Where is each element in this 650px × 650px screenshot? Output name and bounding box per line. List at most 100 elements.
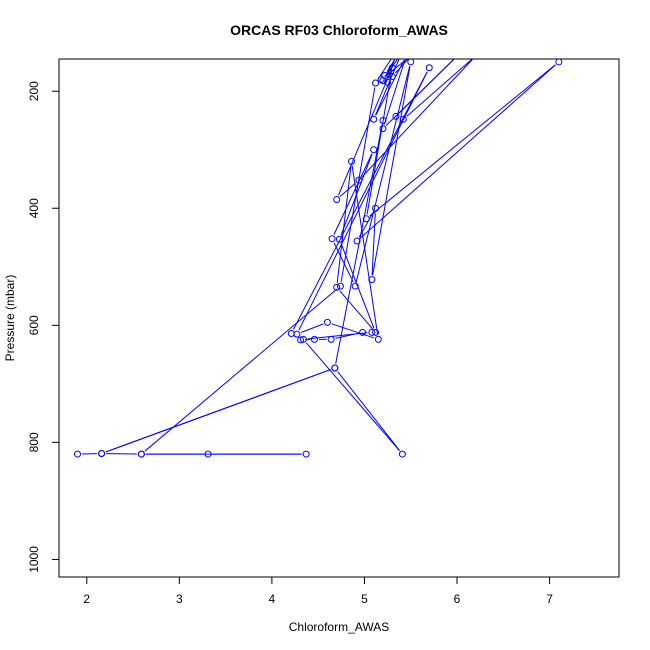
data-point <box>323 318 331 326</box>
series-segment <box>394 59 409 74</box>
series-segment <box>384 59 396 77</box>
data-point <box>370 115 378 123</box>
series-segment <box>336 165 352 283</box>
data-point <box>310 335 318 343</box>
y-tick-label: 1000 <box>27 546 41 573</box>
data-point <box>404 59 409 60</box>
x-axis-label: Chloroform_AWAS <box>289 620 389 634</box>
data-point <box>287 330 295 338</box>
data-point <box>372 328 380 336</box>
data-point <box>370 146 378 154</box>
y-tick-label: 400 <box>27 198 41 218</box>
series-segment <box>361 59 473 178</box>
x-tick-label: 2 <box>83 592 90 606</box>
data-point <box>384 78 392 86</box>
data-point <box>398 450 406 458</box>
data-point <box>398 50 404 56</box>
data-point <box>408 59 413 60</box>
series-segment <box>292 71 428 330</box>
series-segment <box>383 60 406 125</box>
series-segment <box>366 72 392 215</box>
data-point <box>379 116 387 124</box>
data-point <box>333 283 341 291</box>
chart-title: ORCAS RF03 Chloroform_AWAS <box>230 22 448 38</box>
series-layer <box>74 50 563 458</box>
series-segment <box>305 342 400 452</box>
y-tick-label: 600 <box>27 315 41 335</box>
data-point <box>372 79 380 87</box>
data-point <box>374 335 382 343</box>
data-point <box>359 328 367 336</box>
series-segment <box>300 323 324 333</box>
data-point <box>328 235 336 243</box>
series-segment <box>335 124 383 364</box>
data-point <box>425 64 433 72</box>
data-point <box>299 335 307 343</box>
series-segment <box>398 59 455 114</box>
data-point <box>302 450 310 458</box>
x-tick-label: 3 <box>176 592 183 606</box>
data-point <box>377 75 385 83</box>
data-point <box>336 282 344 290</box>
series-segment <box>340 87 376 282</box>
series-segment <box>358 211 374 238</box>
data-point <box>98 449 106 457</box>
x-tick-label: 6 <box>454 592 461 606</box>
series-segment <box>360 64 556 239</box>
data-point <box>392 112 400 120</box>
series-segment <box>340 243 375 329</box>
series-segment <box>351 165 379 335</box>
series-segment <box>339 290 374 330</box>
data-point <box>362 215 370 223</box>
series-segment <box>371 212 376 276</box>
data-point <box>331 364 339 372</box>
series-segment <box>375 59 405 116</box>
x-tick-label: 4 <box>269 592 276 606</box>
series-segment <box>105 369 331 453</box>
x-tick-label: 7 <box>546 592 553 606</box>
series-segment <box>355 66 411 282</box>
data-point <box>297 336 305 344</box>
data-point <box>455 59 459 60</box>
data-point <box>204 450 212 458</box>
series-segment <box>144 288 338 452</box>
data-point <box>74 450 82 458</box>
data-point <box>368 328 376 336</box>
series-segment <box>331 323 375 339</box>
series-segment <box>337 371 401 451</box>
series-segment <box>298 71 428 331</box>
data-point <box>394 59 399 60</box>
data-point <box>555 59 563 66</box>
data-point <box>347 157 355 165</box>
series-segment <box>337 71 391 196</box>
series-segment <box>372 66 411 276</box>
series-segment <box>377 59 392 80</box>
series <box>74 50 563 458</box>
data-point <box>473 59 478 60</box>
data-point <box>379 125 387 133</box>
data-point <box>399 115 407 123</box>
data-point <box>388 73 396 81</box>
x-tick-label: 5 <box>361 592 368 606</box>
data-point <box>137 450 145 458</box>
data-point <box>335 235 343 243</box>
data-point <box>368 276 376 284</box>
y-axis-label: Pressure (mbar) <box>3 275 17 362</box>
plot-frame <box>58 58 620 578</box>
data-point <box>372 204 380 212</box>
data-point <box>353 237 361 245</box>
series-segment <box>333 153 373 235</box>
data-point <box>407 59 415 66</box>
y-axis: 200 400 600 800 1000 <box>27 81 60 573</box>
data-point <box>379 77 387 85</box>
series-segment <box>374 59 400 116</box>
x-axis: 2 3 4 5 6 7 <box>83 576 553 606</box>
data-point <box>333 195 341 203</box>
series-segment <box>307 332 368 340</box>
series-segment <box>406 59 473 117</box>
series-segment <box>333 242 354 283</box>
data-point <box>293 330 301 338</box>
data-point <box>388 64 396 72</box>
data-point <box>355 176 363 184</box>
